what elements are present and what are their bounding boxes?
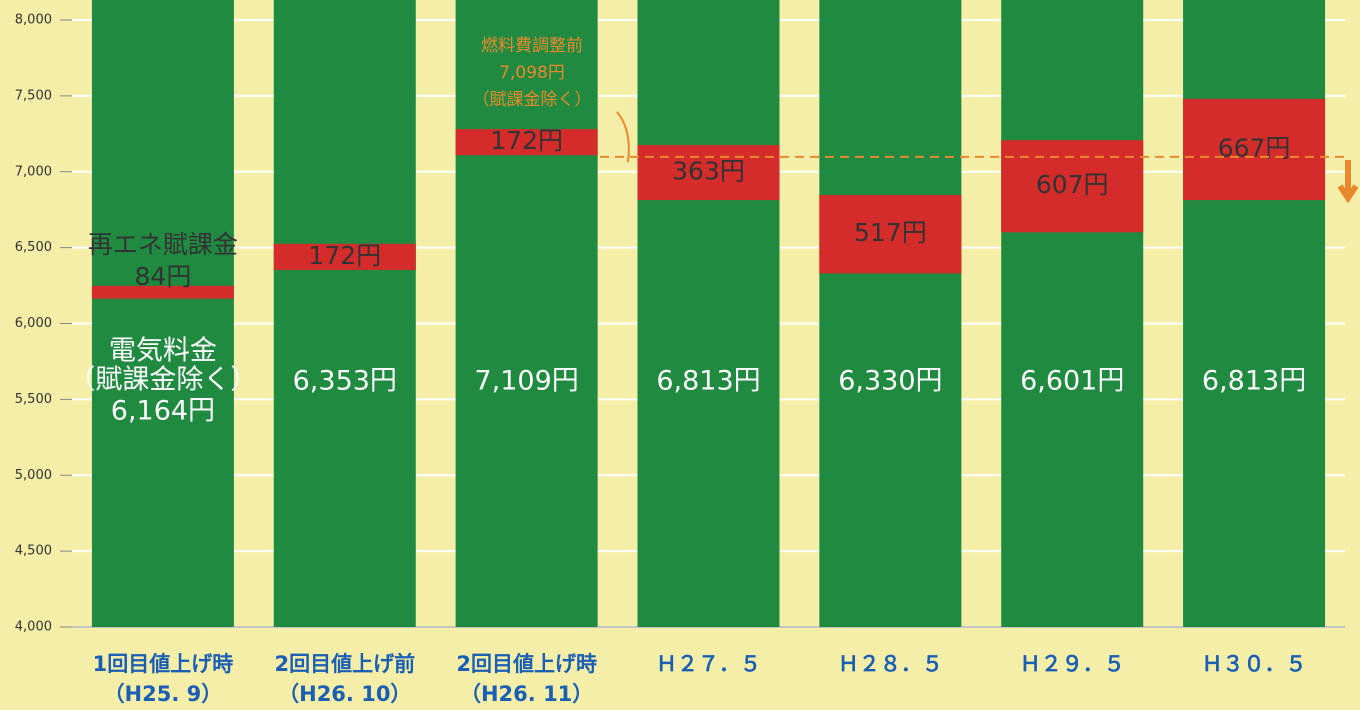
x-tick-label: （H26. 10）: [278, 682, 411, 706]
annotation: 7,098円: [499, 63, 565, 83]
value-label: 667円: [1218, 134, 1291, 163]
y-tick-label: 4,500: [15, 544, 52, 559]
bar-segment: [637, 0, 780, 628]
x-tick-label: 1回目値上げ時: [93, 652, 234, 676]
value-label: 607円: [1036, 170, 1109, 199]
bar-segment: [273, 243, 416, 270]
bar-segment: [455, 129, 598, 156]
x-tick-label: （H26. 11）: [460, 682, 593, 706]
bar-segment: [637, 145, 780, 201]
y-tick-label: 7,500: [15, 88, 52, 103]
value-label: 6,601円: [1020, 366, 1124, 397]
bar-segment: [819, 0, 962, 627]
annotation: （賦課金除く）: [473, 90, 592, 110]
value-label: 6,330円: [838, 366, 942, 397]
bar-segment: [91, 285, 234, 299]
y-tick-label: 5,500: [15, 392, 52, 407]
y-tick-label: 7,000: [15, 164, 52, 179]
bar-segment: [1001, 140, 1144, 233]
value-label: 6,164円: [111, 396, 215, 427]
value-label: 172円: [490, 126, 563, 155]
bar-segment: [1183, 0, 1326, 628]
value-label: 6,813円: [1202, 366, 1306, 397]
x-tick-label: Ｈ２９．５: [1020, 652, 1125, 676]
value-label: 6,353円: [293, 366, 397, 397]
value-label: 172円: [308, 241, 381, 270]
series-note: （賦課金除く）: [68, 365, 257, 396]
annotation: 燃料費調整前: [481, 36, 583, 56]
x-tick-label: Ｈ２８．５: [838, 652, 943, 676]
x-tick-label: 2回目値上げ前: [274, 652, 415, 676]
bar-segment: [819, 194, 962, 274]
value-label: 517円: [854, 218, 927, 247]
bar-segment: [91, 0, 234, 627]
x-tick-label: Ｈ２７．５: [656, 652, 761, 676]
value-label: 7,109円: [474, 366, 578, 397]
series-label: 再エネ賦課金: [88, 230, 238, 259]
bar-segment: [1183, 98, 1326, 201]
down-arrow: [1337, 160, 1359, 204]
y-tick-label: 6,000: [15, 316, 52, 331]
leader-line: [616, 111, 630, 163]
bar-segment: [455, 0, 598, 628]
bar-segment: [1001, 0, 1144, 628]
x-tick-label: Ｈ３０．５: [1202, 652, 1307, 676]
x-tick-label: （H25. 9）: [104, 682, 223, 706]
series-label: 電気料金: [109, 336, 217, 367]
value-label: 363円: [672, 157, 745, 186]
y-tick-label: 4,000: [15, 620, 52, 635]
value-label: 84円: [135, 262, 192, 291]
y-tick-label: 6,500: [15, 240, 52, 255]
x-tick-label: 2回目値上げ時: [456, 652, 597, 676]
y-tick-label: 8,000: [15, 13, 52, 28]
value-label: 6,813円: [656, 366, 760, 397]
y-tick-label: 5,000: [15, 468, 52, 483]
bar-segment: [273, 0, 416, 627]
